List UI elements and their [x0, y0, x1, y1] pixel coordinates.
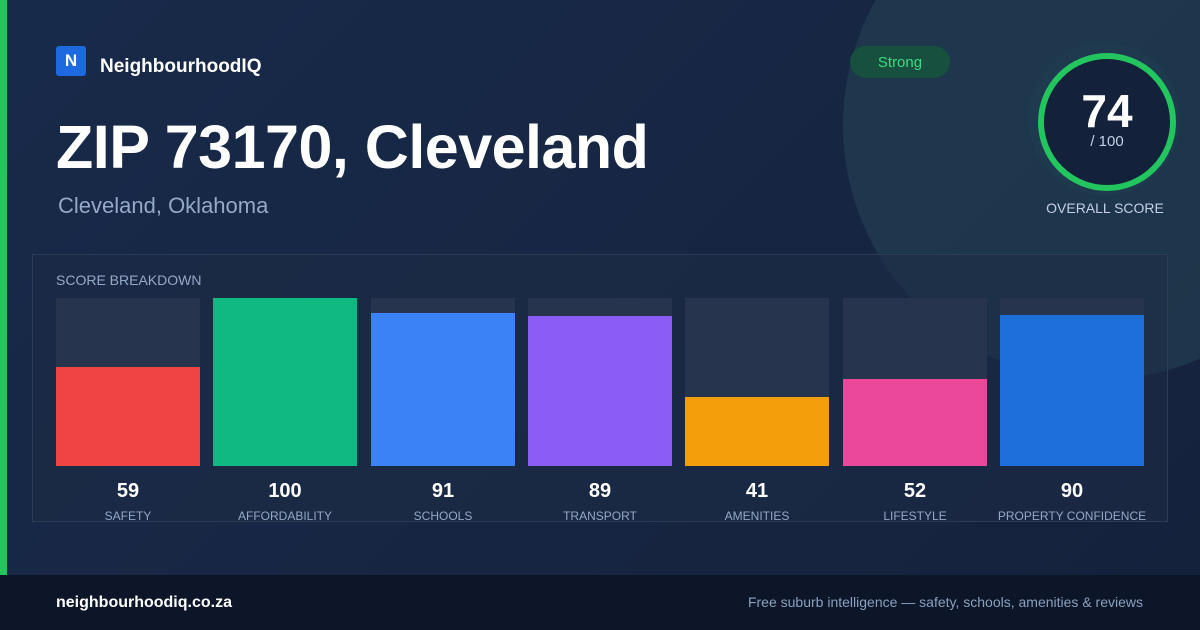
- logo-icon: N: [56, 46, 86, 76]
- bar-label: PROPERTY CONFIDENCE: [997, 509, 1147, 523]
- bar-label: TRANSPORT: [563, 509, 637, 523]
- bar-label: AFFORDABILITY: [237, 509, 332, 523]
- bar-value: 91: [431, 480, 455, 502]
- bar-track: [1000, 298, 1144, 466]
- bar-label: SCHOOLS: [413, 509, 473, 523]
- score-bar-schools: 91 SCHOOLS: [371, 298, 515, 528]
- bar-label: AMENITIES: [724, 509, 790, 523]
- page-title: ZIP 73170, Cleveland: [56, 113, 649, 181]
- bar-fill: [371, 313, 515, 466]
- bar-fill: [213, 298, 357, 466]
- bar-fill: [685, 397, 829, 466]
- bar-track: [528, 298, 672, 466]
- bar-value: 89: [588, 480, 612, 502]
- bar-value: 59: [116, 480, 140, 502]
- bar-label: LIFESTYLE: [883, 509, 947, 523]
- bar-value: 41: [745, 480, 769, 502]
- bar-value: 90: [1060, 480, 1084, 502]
- overall-score-max: / 100: [1090, 133, 1124, 150]
- bar-label: SAFETY: [104, 509, 152, 523]
- footer-url[interactable]: neighbourhoodiq.co.za: [56, 594, 232, 611]
- bar-track: [843, 298, 987, 466]
- footer: [0, 575, 1200, 630]
- accent-strip: [0, 0, 7, 575]
- score-bar-amenities: 41 AMENITIES: [685, 298, 829, 528]
- bar-value: 52: [903, 480, 927, 502]
- footer-tagline: Free suburb intelligence — safety, schoo…: [747, 594, 1143, 610]
- overall-score-value: 74: [1081, 85, 1133, 137]
- bar-fill: [1000, 315, 1144, 466]
- brand-name: NeighbourhoodIQ: [100, 56, 262, 77]
- score-bar-lifestyle: 52 LIFESTYLE: [843, 298, 987, 528]
- location-subtitle: Cleveland, Oklahoma: [58, 193, 269, 218]
- bar-value: 100: [268, 480, 302, 502]
- score-ring: [1038, 53, 1176, 191]
- overall-score-label: OVERALL SCORE: [1046, 200, 1164, 216]
- score-bar-safety: 59 SAFETY: [56, 298, 200, 528]
- bar-fill: [528, 316, 672, 466]
- score-breakdown-title: SCORE BREAKDOWN: [56, 272, 202, 288]
- rating-badge: Strong: [850, 46, 950, 78]
- bar-track: [685, 298, 829, 466]
- bar-track: [56, 298, 200, 466]
- score-bar-transport: 89 TRANSPORT: [528, 298, 672, 528]
- score-bar-affordability: 100 AFFORDABILITY: [213, 298, 357, 528]
- score-bar-property-confidence: 90 PROPERTY CONFIDENCE: [998, 298, 1146, 528]
- bar-track: [371, 298, 515, 466]
- bar-fill: [56, 367, 200, 466]
- bar-track: [213, 298, 357, 466]
- bar-fill: [843, 379, 987, 466]
